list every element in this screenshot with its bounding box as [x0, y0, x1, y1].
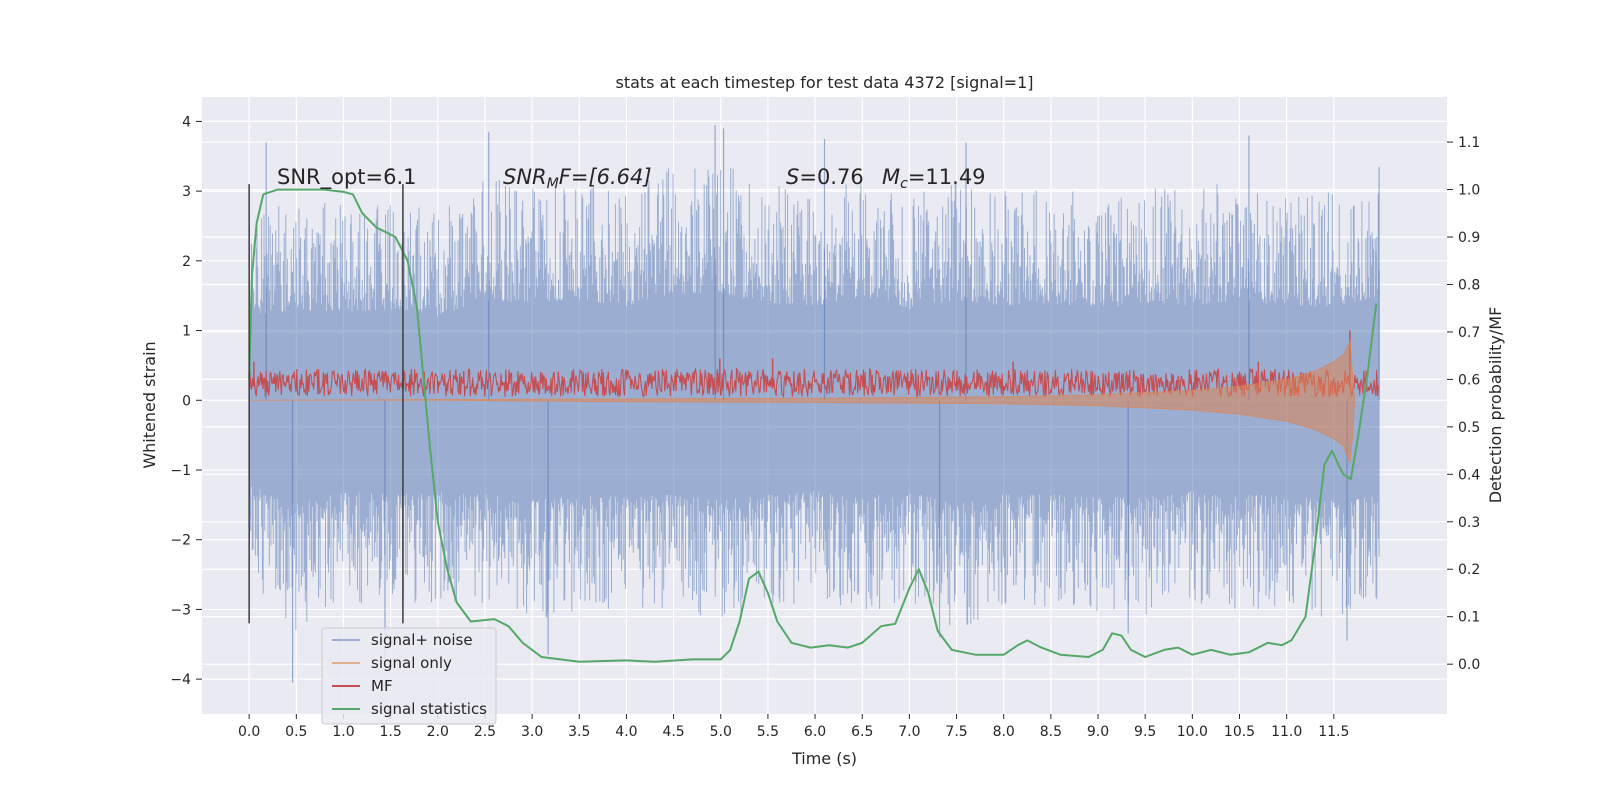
mf-trace — [248, 366, 1380, 399]
x-tick-label: 5.0 — [710, 724, 732, 740]
x-tick-label: 7.5 — [945, 724, 967, 740]
y2-tick-label: 0.8 — [1458, 277, 1480, 293]
annotation-mc: Mc=11.49 — [882, 165, 986, 192]
x-tick-label: 10.0 — [1177, 724, 1208, 740]
x-tick-label: 7.0 — [898, 724, 920, 740]
x-tick-label: 3.5 — [568, 724, 590, 740]
y2-tick-label: 0.1 — [1458, 610, 1480, 626]
series-signal-statistics — [248, 188, 1378, 663]
mc-subscript: c — [900, 176, 908, 192]
x-tick-label: 11.5 — [1318, 724, 1349, 740]
mc-symbol: M — [882, 165, 900, 189]
x-tick-label: 9.0 — [1087, 724, 1109, 740]
y-tick-label: −2 — [170, 533, 191, 549]
legend-box — [321, 627, 497, 725]
y-axis-ticks: −4 −3 −2 −1 0 1 2 3 4 — [170, 114, 202, 688]
x-tick-label: 10.5 — [1224, 724, 1255, 740]
x-tick-label: 1.0 — [332, 724, 354, 740]
y2-tick-label: 0.4 — [1458, 467, 1480, 483]
y2-axis-label: Detection probability/MF — [1486, 307, 1505, 504]
x-tick-label: 3.0 — [521, 724, 543, 740]
vertical-markers — [248, 184, 404, 624]
y2-tick-label: 1.1 — [1458, 135, 1480, 151]
series-signal-noise — [248, 124, 1380, 683]
y-tick-label: −4 — [170, 672, 191, 688]
snr-mf-subscript: M — [547, 176, 559, 192]
x-tick-label: 6.5 — [851, 724, 873, 740]
x-tick-label: 1.5 — [380, 724, 402, 740]
legend-label-signal-noise: signal+ noise — [371, 631, 473, 649]
legend-label-mf: MF — [371, 677, 393, 695]
y2-tick-label: 0.6 — [1458, 372, 1480, 388]
x-tick-label: 4.5 — [662, 724, 684, 740]
x-tick-label: 2.0 — [427, 724, 449, 740]
x-tick-label: 0.0 — [238, 724, 260, 740]
y-tick-label: −3 — [170, 602, 191, 618]
y-tick-label: −1 — [170, 463, 191, 479]
legend-label-signal-only: signal only — [371, 654, 452, 672]
mc-value: =11.49 — [908, 165, 986, 189]
y2-axis-ticks: 0.0 0.1 0.2 0.3 0.4 0.5 0.6 0.7 0.8 0.9 1.0 1.1 — [1447, 135, 1480, 673]
legend-label-signal-statistics: signal statistics — [371, 700, 487, 718]
y2-tick-label: 0.0 — [1458, 657, 1480, 673]
x-tick-label: 11.0 — [1271, 724, 1302, 740]
series-layer — [248, 124, 1380, 683]
annotation-snr-mf: SNRMF=[6.64] — [503, 165, 652, 192]
legend: signal+ noise signal only MF signal stat… — [321, 627, 497, 725]
annotation-snr-opt: SNR_opt=6.1 — [277, 165, 417, 190]
y2-tick-label: 1.0 — [1458, 183, 1480, 199]
x-tick-label: 4.0 — [615, 724, 637, 740]
snr-mf-symbol: SNR — [503, 165, 547, 189]
x-axis-ticks: 0.0 0.5 1.0 1.5 2.0 2.5 3.0 3.5 4.0 4.5 5.0 5.5 6.0 6… — [238, 714, 1349, 740]
series-signal-only — [248, 339, 1356, 464]
chart-title: stats at each timestep for test data 437… — [615, 73, 1033, 92]
s-symbol: S — [786, 165, 799, 189]
y2-tick-label: 0.7 — [1458, 325, 1480, 341]
y-tick-label: 0 — [182, 393, 191, 409]
snr-mf-value: F=[6.64] — [559, 165, 652, 189]
x-tick-label: 8.5 — [1040, 724, 1062, 740]
x-tick-label: 9.5 — [1134, 724, 1156, 740]
annotation-s: S=0.76 — [786, 165, 864, 189]
y-tick-label: 3 — [182, 184, 191, 200]
s-value: =0.76 — [799, 165, 863, 189]
x-tick-label: 5.5 — [757, 724, 779, 740]
x-tick-label: 8.0 — [993, 724, 1015, 740]
y-axis-label: Whitened strain — [140, 341, 159, 468]
y2-tick-label: 0.5 — [1458, 420, 1480, 436]
y-tick-label: 2 — [182, 254, 191, 270]
signal-only-trace — [248, 339, 1356, 464]
y-tick-label: 4 — [182, 114, 191, 130]
y2-tick-label: 0.9 — [1458, 230, 1480, 246]
y-tick-label: 1 — [182, 324, 191, 340]
x-tick-label: 2.5 — [474, 724, 496, 740]
x-tick-label: 0.5 — [285, 724, 307, 740]
y2-tick-label: 0.3 — [1458, 515, 1480, 531]
x-tick-label: 6.0 — [804, 724, 826, 740]
x-axis-label: Time (s) — [791, 749, 857, 768]
y2-tick-label: 0.2 — [1458, 562, 1480, 578]
